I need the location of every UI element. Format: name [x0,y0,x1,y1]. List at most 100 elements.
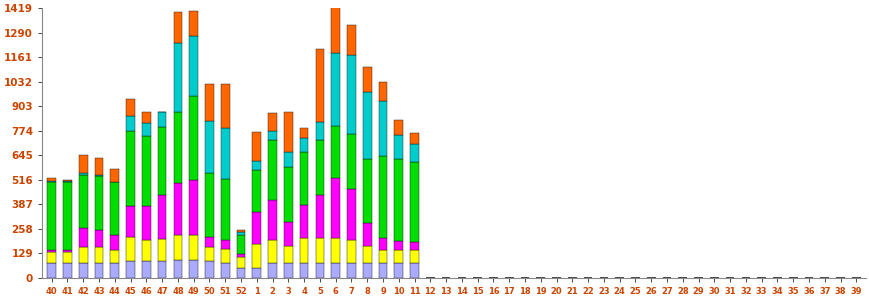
Bar [95,230,103,248]
Bar [268,200,276,240]
Bar [205,121,214,173]
Bar [300,238,308,262]
Bar [142,240,150,261]
Bar [300,152,308,205]
Bar [378,101,387,156]
Bar [331,52,340,126]
Bar [347,189,355,240]
Bar [142,136,150,206]
Bar [362,245,371,262]
Bar [283,152,292,167]
Bar [47,182,56,250]
Bar [362,159,371,223]
Bar [173,183,182,235]
Bar [157,261,166,278]
Bar [252,244,261,268]
Bar [142,261,150,278]
Bar [205,261,214,278]
Bar [394,250,402,262]
Bar [79,248,88,262]
Bar [126,131,135,206]
Bar [236,268,245,278]
Bar [79,155,88,173]
Bar [331,1,340,52]
Bar [252,161,261,170]
Bar [331,126,340,178]
Bar [315,122,324,140]
Bar [110,182,119,235]
Bar [300,128,308,138]
Bar [142,112,150,123]
Bar [173,112,182,183]
Bar [221,128,229,179]
Bar [47,250,56,252]
Bar [347,134,355,189]
Bar [205,84,214,121]
Bar [110,262,119,278]
Bar [331,238,340,262]
Bar [362,223,371,245]
Bar [347,240,355,262]
Bar [268,262,276,278]
Bar [252,170,261,212]
Bar [47,178,56,181]
Bar [157,127,166,195]
Bar [173,43,182,112]
Bar [126,237,135,261]
Bar [79,262,88,278]
Bar [157,112,166,127]
Bar [300,205,308,238]
Bar [110,235,119,250]
Bar [236,232,245,235]
Bar [221,84,229,128]
Bar [378,82,387,101]
Bar [236,235,245,254]
Bar [331,178,340,238]
Bar [394,135,402,159]
Bar [410,144,419,162]
Bar [126,261,135,278]
Bar [189,235,198,260]
Bar [283,222,292,247]
Bar [252,268,261,278]
Bar [283,167,292,222]
Bar [378,156,387,238]
Bar [378,238,387,250]
Bar [173,235,182,260]
Bar [63,180,72,181]
Bar [362,92,371,159]
Bar [95,175,103,176]
Bar [268,131,276,140]
Bar [221,240,229,249]
Bar [126,99,135,116]
Bar [189,35,198,96]
Bar [283,112,292,152]
Bar [236,254,245,257]
Bar [315,195,324,238]
Bar [410,262,419,278]
Bar [283,247,292,262]
Bar [47,262,56,278]
Bar [205,237,214,247]
Bar [95,248,103,262]
Bar [315,49,324,122]
Bar [315,238,324,262]
Bar [347,25,355,56]
Bar [126,206,135,237]
Bar [63,181,72,182]
Bar [283,262,292,278]
Bar [221,249,229,262]
Bar [378,262,387,278]
Bar [410,134,419,144]
Bar [252,132,261,161]
Bar [268,113,276,131]
Bar [315,262,324,278]
Bar [142,123,150,136]
Bar [315,140,324,195]
Bar [394,159,402,241]
Bar [173,12,182,43]
Bar [362,67,371,92]
Bar [221,262,229,278]
Bar [189,180,198,235]
Bar [331,262,340,278]
